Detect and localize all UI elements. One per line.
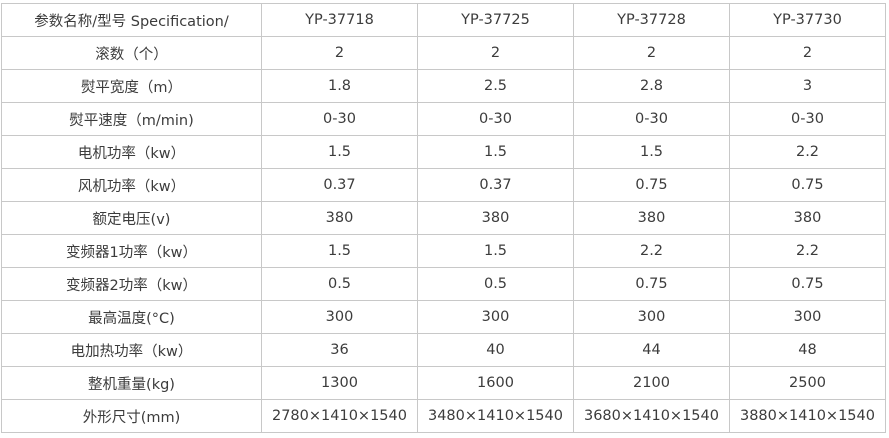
table-row: 变频器2功率（kw） 0.5 0.5 0.75 0.75 <box>1 267 886 301</box>
cell: YP-37718 <box>261 3 418 37</box>
cell: 3480×1410×1540 <box>417 399 574 433</box>
row-label: 熨平速度（m/min) <box>1 102 262 136</box>
row-label: 变频器1功率（kw） <box>1 234 262 268</box>
cell: 2 <box>261 36 418 70</box>
spec-table-container: 参数名称/型号 Specification/YP-37718 YP-37725 YP… <box>1 3 886 433</box>
table-row: 最高温度(°C) 300 300 300 300 <box>1 300 886 334</box>
cell: 1.8 <box>261 69 418 103</box>
row-label: 整机重量(kg) <box>1 366 262 400</box>
table-row: 额定电压(v) 380 380 380 380 <box>1 201 886 235</box>
table-row: 电机功率（kw） 1.5 1.5 1.5 2.2 <box>1 135 886 169</box>
cell: 2.8 <box>573 69 730 103</box>
table-row: 熨平速度（m/min) 0-30 0-30 0-30 0-30 <box>1 102 886 136</box>
table-row: 外形尺寸(mm) 2780×1410×1540 3480×1410×1540 3680… <box>1 399 886 433</box>
cell: 1.5 <box>261 135 418 169</box>
row-label: 滚数（个） <box>1 36 262 70</box>
cell: 1600 <box>417 366 574 400</box>
cell: 0-30 <box>417 102 574 136</box>
row-label: 变频器2功率（kw） <box>1 267 262 301</box>
cell: 2100 <box>573 366 730 400</box>
row-label: 熨平宽度（m） <box>1 69 262 103</box>
cell: 2.2 <box>573 234 730 268</box>
cell: 0.75 <box>729 168 886 202</box>
row-label: 风机功率（kw） <box>1 168 262 202</box>
cell: 2 <box>573 36 730 70</box>
cell: 1.5 <box>417 135 574 169</box>
cell: 300 <box>261 300 418 334</box>
cell: 3680×1410×1540 <box>573 399 730 433</box>
cell: 2 <box>729 36 886 70</box>
cell: 0-30 <box>729 102 886 136</box>
cell: YP-37725 <box>417 3 574 37</box>
row-label: 最高温度(°C) <box>1 300 262 334</box>
table-row: 熨平宽度（m） 1.8 2.5 2.8 3 <box>1 69 886 103</box>
cell: 300 <box>729 300 886 334</box>
cell: YP-37728 <box>573 3 730 37</box>
cell: 44 <box>573 333 730 367</box>
cell: 40 <box>417 333 574 367</box>
cell: 2780×1410×1540 <box>261 399 418 433</box>
cell: 0.75 <box>729 267 886 301</box>
cell: 0.75 <box>573 267 730 301</box>
cell: 2.5 <box>417 69 574 103</box>
cell: 380 <box>417 201 574 235</box>
cell: 380 <box>729 201 886 235</box>
cell: 0-30 <box>261 102 418 136</box>
cell: 300 <box>573 300 730 334</box>
row-label: 外形尺寸(mm) <box>1 399 262 433</box>
cell: 0.75 <box>573 168 730 202</box>
cell: 2.2 <box>729 135 886 169</box>
cell: 0.37 <box>261 168 418 202</box>
row-label: 额定电压(v) <box>1 201 262 235</box>
table-row: 整机重量(kg) 1300 1600 2100 2500 <box>1 366 886 400</box>
cell: 380 <box>261 201 418 235</box>
cell: 0-30 <box>573 102 730 136</box>
header-row: 参数名称/型号 Specification/YP-37718 YP-37725 YP… <box>1 3 886 37</box>
spec-table: 参数名称/型号 Specification/YP-37718 YP-37725 YP… <box>1 3 886 433</box>
cell: YP-37730 <box>729 3 886 37</box>
cell: 36 <box>261 333 418 367</box>
cell: 0.5 <box>261 267 418 301</box>
cell: 1.5 <box>417 234 574 268</box>
table-row: 变频器1功率（kw） 1.5 1.5 2.2 2.2 <box>1 234 886 268</box>
cell: 3880×1410×1540 <box>729 399 886 433</box>
cell: 2 <box>417 36 574 70</box>
table-row: 滚数（个） 2 2 2 2 <box>1 36 886 70</box>
cell: 48 <box>729 333 886 367</box>
cell: 2.2 <box>729 234 886 268</box>
table-row: 电加热功率（kw） 36 40 44 48 <box>1 333 886 367</box>
row-label: 参数名称/型号 Specification/ <box>1 3 262 37</box>
cell: 0.5 <box>417 267 574 301</box>
cell: 3 <box>729 69 886 103</box>
cell: 380 <box>573 201 730 235</box>
cell: 1300 <box>261 366 418 400</box>
cell: 300 <box>417 300 574 334</box>
cell: 1.5 <box>261 234 418 268</box>
row-label: 电机功率（kw） <box>1 135 262 169</box>
row-label: 电加热功率（kw） <box>1 333 262 367</box>
cell: 0.37 <box>417 168 574 202</box>
cell: 2500 <box>729 366 886 400</box>
cell: 1.5 <box>573 135 730 169</box>
table-row: 风机功率（kw） 0.37 0.37 0.75 0.75 <box>1 168 886 202</box>
